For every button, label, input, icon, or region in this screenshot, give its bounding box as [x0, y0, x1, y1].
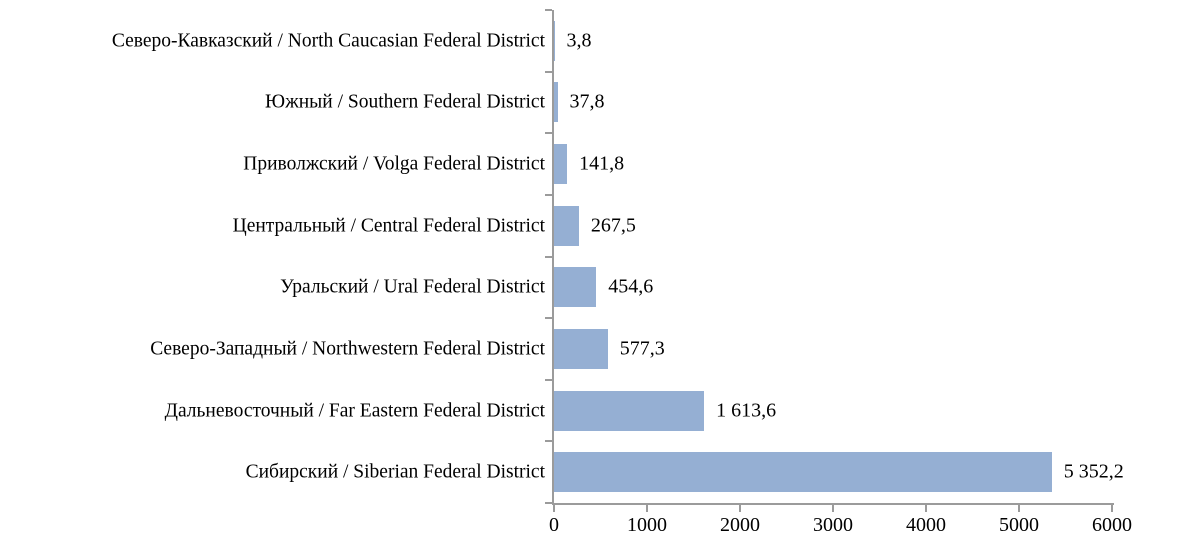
x-tick-label: 2000 — [720, 514, 760, 536]
x-axis-tick — [1111, 505, 1113, 512]
value-label: 1 613,6 — [716, 399, 777, 422]
bar — [554, 452, 1052, 493]
value-label: 3,8 — [566, 29, 592, 52]
category-label: Приволжский / Volga Federal District — [243, 153, 545, 175]
bar — [554, 205, 579, 246]
y-axis-tick — [545, 502, 552, 504]
x-axis-tick — [739, 505, 741, 512]
x-axis-tick — [553, 505, 555, 512]
x-axis-tick — [1018, 505, 1020, 512]
value-label: 577,3 — [619, 337, 665, 360]
x-axis-line — [552, 503, 1114, 505]
value-label: 454,6 — [608, 275, 654, 298]
category-label: Северо-Западный / Northwestern Federal D… — [150, 338, 545, 360]
y-axis-tick — [545, 132, 552, 135]
y-axis-tick — [545, 440, 552, 443]
category-label: Южный / Southern Federal District — [264, 91, 545, 113]
bar — [554, 328, 608, 369]
x-tick-label: 5000 — [999, 514, 1039, 536]
y-axis-tick — [545, 193, 552, 196]
x-tick-label: 0 — [549, 514, 559, 536]
x-tick-label: 3000 — [813, 514, 853, 536]
category-label: Сибирский / Siberian Federal District — [245, 461, 545, 483]
y-axis-tick — [545, 317, 552, 320]
category-label: Уральский / Ural Federal District — [280, 276, 545, 298]
bar — [554, 82, 558, 123]
x-axis-tick — [925, 505, 927, 512]
bar — [554, 20, 555, 61]
y-axis-line — [552, 10, 554, 505]
value-label: 267,5 — [590, 214, 636, 237]
x-axis-tick — [832, 505, 834, 512]
bar — [554, 390, 705, 431]
y-axis-tick — [545, 255, 552, 258]
value-label: 37,8 — [569, 90, 605, 113]
bar — [554, 267, 597, 308]
x-tick-label: 1000 — [627, 514, 667, 536]
bar — [554, 144, 568, 185]
value-label: 5 352,2 — [1063, 460, 1124, 483]
category-label: Дальневосточный / Far Eastern Federal Di… — [164, 399, 545, 421]
x-axis-tick — [646, 505, 648, 512]
y-axis-tick — [545, 378, 552, 381]
x-tick-label: 4000 — [906, 514, 946, 536]
category-label: Северо-Кавказский / North Caucasian Fede… — [111, 30, 545, 52]
y-axis-tick — [545, 70, 552, 73]
category-label: Центральный / Central Federal District — [232, 214, 545, 236]
y-axis-tick — [545, 9, 552, 11]
value-label: 141,8 — [579, 152, 625, 175]
x-tick-label: 6000 — [1092, 514, 1132, 536]
